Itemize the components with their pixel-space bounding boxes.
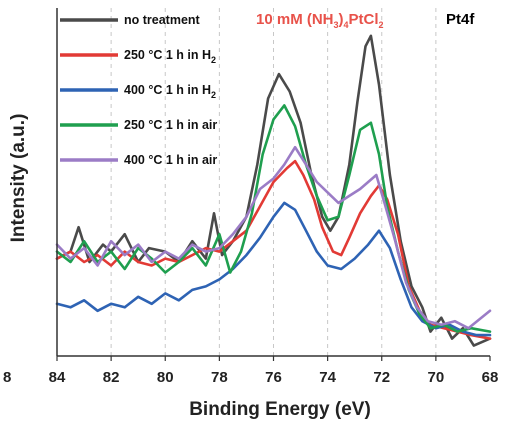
x-tick-label-76: 76: [265, 369, 282, 386]
legend-label-4: 250 °C 1 h in air: [124, 118, 217, 132]
x-tick-labels: 84 82 80 78 76 74 72 70 68 8: [3, 369, 498, 386]
sample-annotation-sub1: 3: [334, 20, 339, 30]
axes: [56, 8, 491, 361]
sample-annotation-mid: ): [339, 11, 344, 28]
x-axis-title: Binding Energy (eV): [189, 399, 371, 420]
legend-label-part: 400 °C 1 h in air: [124, 153, 217, 167]
series-lines: [55, 34, 492, 347]
x-tick-label-74: 74: [319, 369, 336, 386]
x-tick-label-78: 78: [211, 369, 228, 386]
region-annotation: Pt4f: [446, 11, 475, 28]
x-tick-label-80: 80: [157, 369, 174, 386]
x-tick-label-70: 70: [428, 369, 445, 386]
legend-label-5: 400 °C 1 h in air: [124, 153, 217, 167]
sample-annotation-main: PtCl: [349, 11, 379, 28]
legend-label-part: 400 °C 1 h in H: [124, 83, 211, 97]
x-tick-label-82: 82: [103, 369, 120, 386]
series-line-5: [55, 145, 492, 330]
x-tick-label-72: 72: [373, 369, 390, 386]
x-tick-label-68: 68: [482, 369, 499, 386]
sample-annotation-sub3: 2: [379, 20, 384, 30]
legend-label-part: 250 °C 1 h in H: [124, 48, 211, 62]
x-tick-label-cut: 8: [3, 369, 11, 386]
legend-label-part: no treatment: [124, 13, 201, 27]
grid-lines: [110, 8, 437, 356]
legend-label-2: 250 °C 1 h in H2: [124, 48, 216, 65]
sample-annotation-sub2: 4: [344, 20, 349, 30]
legend-label-3: 400 °C 1 h in H2: [124, 83, 216, 100]
legend-label-part: 250 °C 1 h in air: [124, 118, 217, 132]
sample-annotation: 10 mM (NH3)4PtCl2: [256, 11, 384, 30]
series-line-3: [55, 201, 492, 337]
x-tick-label-84: 84: [49, 369, 66, 386]
legend-label-part: 2: [211, 55, 216, 65]
legend-label-part: 2: [211, 90, 216, 100]
sample-annotation-prefix: 10 mM (NH: [256, 11, 334, 28]
y-axis-title: Intensity (a.u.): [8, 114, 29, 243]
legend-label-1: no treatment: [124, 13, 201, 27]
